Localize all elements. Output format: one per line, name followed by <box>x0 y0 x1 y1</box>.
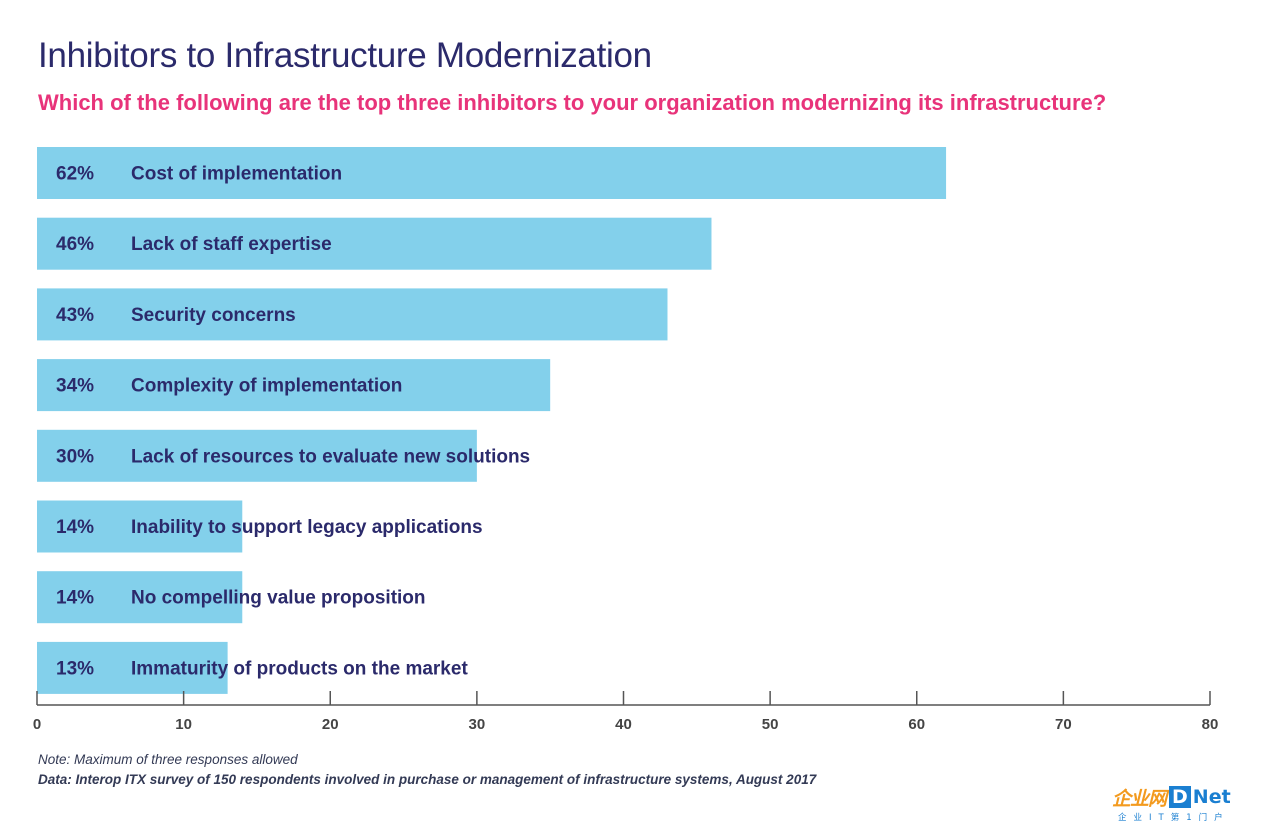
x-tick-label-30: 30 <box>469 716 486 733</box>
x-tick-label-0: 0 <box>33 716 41 733</box>
data-source: Data: Interop ITX survey of 150 responde… <box>38 772 817 787</box>
value-label-3: 43% <box>56 305 94 326</box>
category-label-1: Cost of implementation <box>131 164 342 185</box>
x-tick-label-50: 50 <box>762 716 779 733</box>
bar-3 <box>37 288 668 341</box>
category-label-8: Immaturity of products on the market <box>131 658 468 679</box>
bar-5 <box>37 429 477 482</box>
value-label-1: 62% <box>56 164 94 185</box>
value-label-5: 30% <box>56 446 94 467</box>
bar-6 <box>37 500 243 553</box>
x-tick-label-10: 10 <box>175 716 192 733</box>
category-label-2: Lack of staff expertise <box>131 234 332 255</box>
x-tick-label-20: 20 <box>322 716 339 733</box>
x-tick-label-60: 60 <box>908 716 925 733</box>
category-label-4: Complexity of implementation <box>131 376 402 397</box>
footnote: Note: Maximum of three responses allowed <box>38 752 298 767</box>
category-label-6: Inability to support legacy applications <box>131 517 483 538</box>
chart-subtitle: Which of the following are the top three… <box>38 90 1107 115</box>
category-label-3: Security concerns <box>131 305 296 326</box>
value-label-6: 14% <box>56 517 94 538</box>
bar-8 <box>37 641 228 694</box>
chart-title: Inhibitors to Infrastructure Modernizati… <box>38 36 652 75</box>
bar-chart: 62% Cost of implementation 46% Lack of staf… <box>33 147 1219 733</box>
x-tick-label-40: 40 <box>615 716 632 733</box>
value-label-8: 13% <box>56 658 94 679</box>
value-label-7: 14% <box>56 588 94 609</box>
category-label-5: Lack of resources to evaluate new soluti… <box>131 446 530 467</box>
category-label-7: No compelling value proposition <box>131 588 426 609</box>
bar-1 <box>37 147 947 199</box>
dnet-logo: 企业网 D Net 企业IT第1门户 <box>1112 786 1272 823</box>
logo-d: D <box>1169 786 1191 808</box>
value-label-2: 46% <box>56 234 94 255</box>
logo-tagline: 企业IT第1门户 <box>1118 813 1230 823</box>
logo-net: Net <box>1192 786 1231 808</box>
bar-2 <box>37 217 712 270</box>
bar-7 <box>37 571 243 624</box>
x-tick-label-80: 80 <box>1202 716 1219 733</box>
bar-4 <box>37 359 551 412</box>
x-tick-label-70: 70 <box>1055 716 1072 733</box>
logo-brand: 企业网 <box>1112 787 1167 810</box>
value-label-4: 34% <box>56 376 94 397</box>
